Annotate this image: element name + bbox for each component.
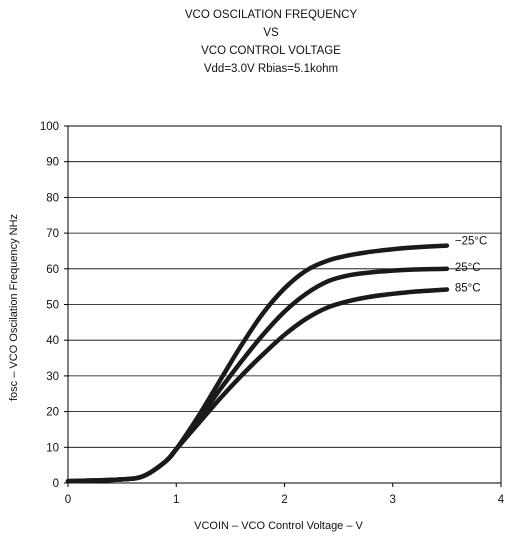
y-tick-label-70: 70 [46, 228, 59, 240]
y-tick-label-0: 0 [53, 478, 59, 490]
x-tick-label-1: 1 [173, 494, 179, 506]
y-tick-label-20: 20 [46, 407, 59, 419]
x-tick-label-0: 0 [65, 494, 71, 506]
labels-layer: −25°C 25°C 85°C [455, 236, 487, 295]
title-line-4: Vdd=3.0V Rbias=5.1kohm [203, 63, 339, 75]
series-label-1: 25°C [455, 262, 481, 274]
y-tick-label-50: 50 [46, 300, 59, 312]
series-line-1 [65, 266, 450, 484]
y-tick-label-40: 40 [46, 335, 59, 347]
ticks-layer: 0 10 20 30 40 50 60 70 80 90 100 0 1 2 3 4 [40, 121, 505, 506]
title-line-2: VS [263, 27, 279, 39]
x-tick-label-2: 2 [281, 494, 287, 506]
y-tick-label-30: 30 [46, 371, 59, 383]
y-axis-title: fosc – VCO Oscilation Frequency NHz [8, 214, 20, 401]
title-line-3: VCO CONTROL VOLTAGE [201, 45, 341, 57]
y-tick-label-60: 60 [46, 264, 59, 276]
x-axis-title: VCOIN – VCO Control Voltage – V [194, 520, 363, 532]
grid-layer [68, 161, 501, 448]
x-tick-label-4: 4 [498, 494, 505, 506]
series-label-2: 85°C [455, 283, 481, 295]
chart-title: VCO OSCILATION FREQUENCY VS VCO CONTROL … [0, 6, 507, 78]
y-tick-label-90: 90 [46, 157, 59, 169]
series-label-0: −25°C [455, 236, 487, 248]
series-line-0 [65, 243, 450, 484]
series-layer [65, 243, 450, 484]
series-line-2 [65, 287, 450, 484]
y-tick-label-100: 100 [40, 121, 59, 133]
y-tick-label-10: 10 [46, 442, 59, 454]
x-tick-label-3: 3 [390, 494, 396, 506]
y-tick-label-80: 80 [46, 192, 59, 204]
title-line-1: VCO OSCILATION FREQUENCY [184, 9, 358, 21]
